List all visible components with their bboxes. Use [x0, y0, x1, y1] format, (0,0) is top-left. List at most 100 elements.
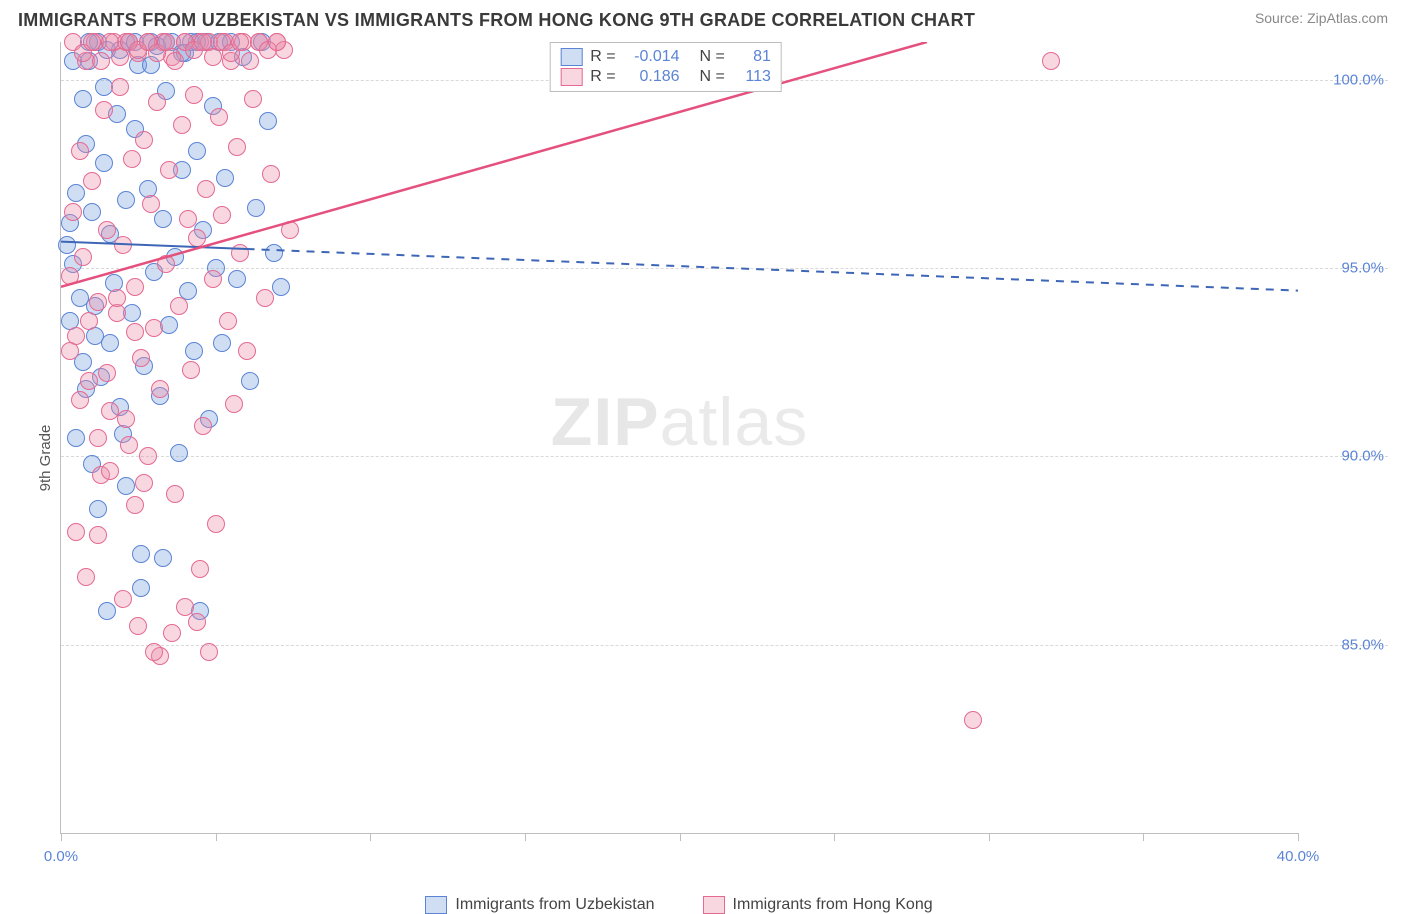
scatter-point: [120, 436, 138, 454]
legend-swatch: [560, 68, 582, 86]
stats-legend: R = -0.014 N = 81R =0.186N =113: [549, 42, 782, 92]
x-tick: [1298, 833, 1299, 841]
scatter-point: [151, 380, 169, 398]
scatter-point: [92, 52, 110, 70]
scatter-point: [157, 33, 175, 51]
scatter-point: [210, 108, 228, 126]
scatter-point: [126, 278, 144, 296]
y-tick-label: 85.0%: [1304, 636, 1384, 653]
legend-swatch: [560, 48, 582, 66]
scatter-point: [241, 372, 259, 390]
scatter-point: [213, 334, 231, 352]
x-tick: [834, 833, 835, 841]
scatter-point: [67, 523, 85, 541]
scatter-point: [61, 267, 79, 285]
scatter-point: [98, 602, 116, 620]
series-legend: Immigrants from Uzbekistan Immigrants fro…: [60, 896, 1298, 914]
x-tick: [1143, 833, 1144, 841]
scatter-point: [71, 391, 89, 409]
scatter-point: [170, 297, 188, 315]
scatter-point: [89, 526, 107, 544]
scatter-point: [132, 349, 150, 367]
scatter-point: [281, 221, 299, 239]
scatter-point: [207, 515, 225, 533]
scatter-point: [132, 579, 150, 597]
stats-legend-row: R =0.186N =113: [560, 67, 771, 87]
scatter-point: [89, 429, 107, 447]
scatter-point: [111, 78, 129, 96]
x-tick: [216, 833, 217, 841]
legend-n-label: N =: [700, 48, 725, 66]
scatter-point: [166, 52, 184, 70]
scatter-point: [238, 342, 256, 360]
x-tick: [525, 833, 526, 841]
legend-r-label: R =: [590, 48, 615, 66]
scatter-point: [126, 323, 144, 341]
scatter-point: [117, 477, 135, 495]
scatter-point: [58, 236, 76, 254]
scatter-point: [101, 334, 119, 352]
scatter-point: [98, 364, 116, 382]
legend-swatch: [703, 896, 725, 914]
scatter-point: [89, 500, 107, 518]
scatter-point: [123, 304, 141, 322]
x-tick-label: 0.0%: [44, 848, 78, 865]
stats-legend-row: R = -0.014 N = 81: [560, 47, 771, 67]
legend-item: Immigrants from Hong Kong: [703, 896, 933, 914]
scatter-point: [200, 643, 218, 661]
scatter-point: [117, 191, 135, 209]
scatter-point: [173, 116, 191, 134]
scatter-point: [166, 485, 184, 503]
trend-lines: [61, 42, 1298, 833]
scatter-point: [83, 172, 101, 190]
scatter-point: [74, 248, 92, 266]
scatter-point: [182, 361, 200, 379]
legend-item: Immigrants from Uzbekistan: [425, 896, 654, 914]
scatter-point: [188, 613, 206, 631]
scatter-point: [67, 184, 85, 202]
scatter-point: [154, 549, 172, 567]
legend-r-label: R =: [590, 68, 615, 86]
scatter-point: [268, 33, 286, 51]
x-tick: [370, 833, 371, 841]
y-tick-label: 100.0%: [1304, 71, 1384, 88]
scatter-point: [83, 33, 101, 51]
scatter-point: [132, 545, 150, 563]
scatter-point: [185, 86, 203, 104]
scatter-point: [259, 112, 277, 130]
scatter-point: [95, 101, 113, 119]
chart-container: 9th Grade ZIPatlas R =-0.014N =81R =0.18…: [18, 42, 1388, 874]
scatter-point: [117, 410, 135, 428]
scatter-point: [247, 199, 265, 217]
scatter-point: [231, 244, 249, 262]
scatter-point: [61, 342, 79, 360]
gridline: [61, 456, 1388, 457]
scatter-point: [157, 255, 175, 273]
scatter-point: [241, 52, 259, 70]
scatter-point: [89, 293, 107, 311]
x-tick-label: 40.0%: [1277, 848, 1320, 865]
scatter-point: [225, 395, 243, 413]
legend-n-value: 81: [733, 48, 771, 66]
scatter-point: [191, 560, 209, 578]
scatter-point: [272, 278, 290, 296]
scatter-point: [67, 429, 85, 447]
scatter-point: [77, 568, 95, 586]
scatter-point: [129, 617, 147, 635]
scatter-point: [114, 236, 132, 254]
chart-title: IMMIGRANTS FROM UZBEKISTAN VS IMMIGRANTS…: [18, 10, 975, 31]
scatter-point: [108, 289, 126, 307]
scatter-point: [142, 195, 160, 213]
scatter-point: [80, 312, 98, 330]
watermark-atlas: atlas: [660, 384, 809, 460]
legend-r-value: -0.014: [624, 48, 680, 66]
scatter-point: [265, 244, 283, 262]
legend-label: Immigrants from Uzbekistan: [455, 896, 654, 914]
scatter-point: [188, 229, 206, 247]
scatter-point: [135, 474, 153, 492]
scatter-point: [71, 142, 89, 160]
scatter-point: [256, 289, 274, 307]
scatter-point: [83, 203, 101, 221]
legend-n-value: 113: [733, 68, 771, 86]
source-label: Source: ZipAtlas.com: [1255, 10, 1388, 26]
